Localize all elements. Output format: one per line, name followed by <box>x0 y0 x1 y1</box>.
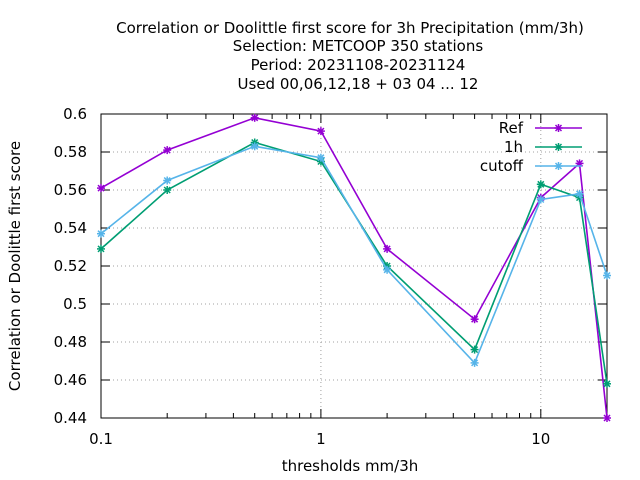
data-point <box>97 229 105 238</box>
y-tick-label: 0.52 <box>54 257 87 275</box>
y-tick-label: 0.58 <box>54 143 87 161</box>
data-series <box>97 113 611 422</box>
y-tick-label: 0.56 <box>54 181 87 199</box>
y-tick-label: 0.46 <box>54 371 87 389</box>
legend-item: Ref <box>499 119 582 137</box>
x-axis-title: thresholds mm/3h <box>282 457 419 475</box>
data-point <box>316 153 325 162</box>
data-point <box>250 113 259 122</box>
title-line-1: Correlation or Doolittle first score for… <box>116 19 584 37</box>
data-point <box>97 184 105 193</box>
title-line-3: Period: 20231108-20231124 <box>251 56 466 74</box>
series-line <box>100 141 608 384</box>
series-ref <box>97 113 611 422</box>
data-point <box>97 244 105 253</box>
legend-item: 1h <box>504 138 582 156</box>
legend-marker <box>554 162 563 170</box>
data-point <box>536 195 545 204</box>
data-point <box>163 186 172 194</box>
data-point <box>470 345 479 354</box>
y-tick-label: 0.5 <box>63 295 87 313</box>
series-cutoff <box>97 142 611 367</box>
data-point <box>536 180 545 189</box>
y-tick-label: 0.44 <box>54 409 87 427</box>
data-point <box>575 189 584 198</box>
legend-label: Ref <box>499 119 524 137</box>
data-point <box>383 244 392 253</box>
x-tick-label: 10 <box>531 430 550 448</box>
data-point <box>250 142 259 151</box>
y-tick-label: 0.6 <box>63 105 87 123</box>
y-axis-title: Correlation or Doolittle first score <box>6 141 24 391</box>
legend-label: cutoff <box>480 157 524 175</box>
x-tick-label: 0.1 <box>89 430 113 448</box>
series-line <box>100 145 608 365</box>
data-point <box>163 176 172 185</box>
chart-title: Correlation or Doolittle first score for… <box>116 19 584 93</box>
y-tick-label: 0.48 <box>54 333 87 351</box>
data-point <box>470 315 479 324</box>
legend-marker <box>554 124 563 132</box>
legend-label: 1h <box>504 138 523 156</box>
y-tick-label: 0.54 <box>54 219 87 237</box>
series-line <box>100 116 608 419</box>
data-point <box>163 146 172 155</box>
legend-marker <box>554 143 563 151</box>
title-line-2: Selection: METCOOP 350 stations <box>233 37 484 55</box>
grid-lines <box>100 113 607 419</box>
series-1h <box>97 138 611 388</box>
legend-item: cutoff <box>480 157 582 175</box>
axis-ticks: 0.1 1 10 0.44 0.46 0.48 0.5 0.52 0.54 0.56 0.58 0.6 <box>54 105 608 448</box>
data-point <box>383 265 392 274</box>
data-point <box>470 358 479 367</box>
data-point <box>603 271 611 280</box>
data-point <box>603 414 611 422</box>
data-point <box>316 127 325 136</box>
data-point <box>603 379 611 388</box>
x-tick-label: 1 <box>316 430 326 448</box>
title-line-4: Used 00,06,12,18 + 03 04 ... 12 <box>238 75 479 93</box>
